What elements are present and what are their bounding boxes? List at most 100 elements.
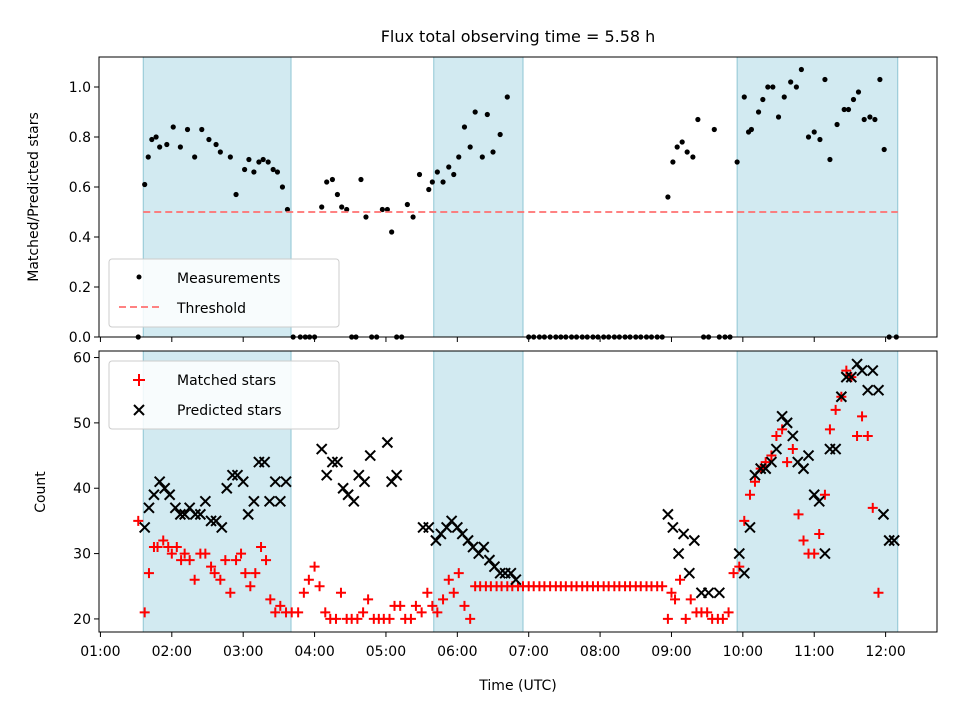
predicted-star-marker: [702, 587, 715, 599]
predicted-star-marker: [683, 567, 696, 579]
predicted-star-marker: [478, 541, 490, 553]
predicted-star-marker: [888, 534, 900, 547]
measurement-point: [334, 191, 341, 198]
predicted-star-marker: [205, 515, 217, 527]
predicted-star-marker: [672, 547, 685, 560]
measurement-point: [260, 156, 266, 163]
measurement-point: [339, 204, 345, 210]
measurement-point: [877, 76, 883, 83]
y-tick-label: 0.4: [69, 230, 91, 246]
predicted-star-marker: [808, 489, 820, 501]
matched-star-marker: [666, 587, 677, 598]
matched-star-marker: [179, 548, 190, 559]
measurement-point: [798, 66, 804, 73]
measurement-point: [177, 144, 183, 150]
top-y-axis-label: Matched/Predicted stars: [26, 112, 42, 282]
measurement-point: [456, 154, 462, 160]
matched-star-marker: [215, 574, 226, 585]
matched-star-marker: [702, 607, 713, 618]
x-tick-label: 08:00: [580, 644, 620, 660]
matched-star-marker: [728, 568, 739, 579]
matched-star-marker: [250, 568, 261, 579]
measurement-point: [695, 116, 701, 123]
matched-star-marker: [657, 581, 668, 592]
matched-star-marker: [176, 555, 187, 566]
measurement-point: [855, 89, 862, 95]
top-legend-box: [108, 258, 340, 328]
top-legend: Measurements Threshold: [108, 258, 340, 328]
predicted-star-marker: [797, 462, 810, 475]
measurement-point: [684, 149, 690, 155]
matched-star-marker: [809, 548, 820, 559]
matched-star-marker: [793, 509, 804, 520]
legend-matched-marker: [133, 374, 145, 386]
measurement-point: [246, 156, 252, 163]
matched-star-marker: [749, 476, 760, 487]
matched-star-marker: [270, 607, 281, 618]
matched-star-marker: [225, 587, 236, 598]
matched-star-marker: [298, 587, 309, 598]
matched-star-marker: [220, 555, 231, 566]
matched-star-marker: [777, 424, 788, 435]
measurement-point: [404, 201, 410, 208]
measurement-point: [265, 159, 271, 165]
measurement-point: [817, 136, 823, 143]
measurement-point: [765, 84, 771, 90]
legend-matched-label: Matched stars: [177, 373, 276, 389]
predicted-star-marker: [819, 547, 831, 560]
predicted-star-marker: [242, 508, 254, 521]
matched-star-marker: [448, 587, 459, 598]
measurement-point: [256, 159, 262, 165]
predicted-star-marker: [237, 475, 249, 488]
bottom-star-counts: [133, 358, 900, 624]
predicted-star-marker: [248, 495, 260, 508]
predicted-star-marker: [226, 469, 239, 481]
measurement-point: [734, 159, 740, 165]
predicted-star-marker: [143, 502, 155, 514]
measurement-point: [665, 194, 671, 200]
matched-star-marker: [240, 568, 251, 579]
predicted-star-marker: [770, 443, 783, 455]
predicted-star-marker: [269, 475, 282, 488]
measurement-point: [861, 116, 867, 123]
measurement-point: [384, 206, 390, 213]
measurement-point: [827, 156, 833, 163]
measurement-point: [872, 116, 878, 123]
matched-star-marker: [236, 548, 247, 559]
matched-star-marker: [309, 561, 320, 572]
measurement-point: [850, 96, 857, 103]
measurement-point: [770, 84, 776, 90]
matched-star-marker: [171, 542, 182, 553]
measurement-point: [416, 171, 423, 178]
predicted-star-marker: [189, 508, 202, 521]
measurement-point: [760, 96, 766, 103]
matched-star-marker: [857, 411, 868, 422]
predicted-star-marker: [494, 567, 506, 579]
x-tick-label: 03:00: [223, 644, 263, 660]
predicted-star-marker: [194, 508, 207, 521]
matched-star-marker: [760, 457, 771, 468]
measurement-point: [841, 106, 847, 113]
predicted-star-marker: [483, 554, 496, 566]
y-tick-label: 50: [73, 416, 91, 432]
measurement-point: [811, 129, 817, 135]
measurement-point: [233, 191, 239, 198]
x-tick-label: 04:00: [294, 644, 334, 660]
predicted-star-marker: [713, 587, 725, 599]
measurement-point: [410, 214, 416, 220]
matched-star-marker: [465, 613, 476, 624]
predicted-star-marker: [835, 391, 848, 403]
measurement-point: [142, 181, 148, 188]
predicted-star-marker: [829, 443, 842, 455]
measurement-point: [479, 154, 485, 160]
matched-star-marker: [184, 555, 195, 566]
x-tick-label: 05:00: [366, 644, 406, 660]
y-tick-label: 1.0: [69, 80, 91, 96]
measurement-point: [440, 179, 446, 185]
predicted-star-marker: [153, 475, 166, 488]
y-tick-label: 60: [73, 351, 91, 367]
predicted-star-marker: [451, 521, 464, 534]
y-tick-label: 0.6: [69, 180, 91, 196]
matched-star-marker: [293, 607, 304, 618]
